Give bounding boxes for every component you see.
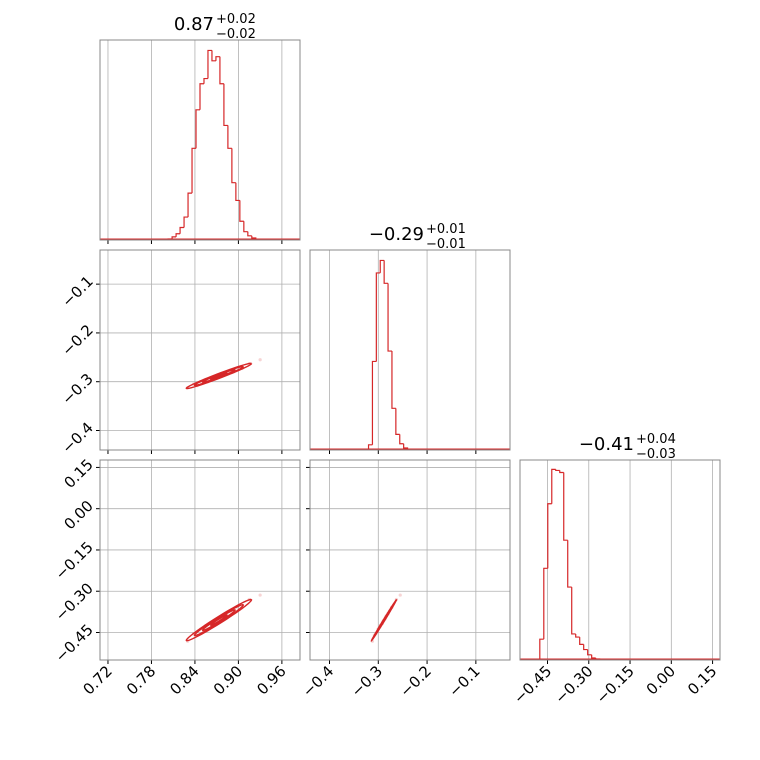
hist-bin: [367, 444, 373, 449]
hist-bin: [571, 587, 576, 635]
hist-bin: [199, 83, 204, 110]
x-tick-label: −0.15: [593, 662, 638, 707]
hist-bin: [251, 235, 257, 239]
x-tick-label: −0.45: [510, 662, 555, 707]
hist-bin: [383, 260, 389, 284]
y-tick-label: −0.1: [58, 272, 96, 310]
sample-point: [258, 358, 262, 362]
panel-frame: [99, 459, 301, 661]
hist-bin: [391, 351, 396, 409]
hist-bin: [547, 503, 552, 569]
hist-bin: [399, 434, 404, 445]
hist-bin: [575, 633, 580, 638]
x-tick-label: 0.78: [123, 662, 159, 698]
contour: [210, 614, 228, 626]
hist-bin: [539, 638, 544, 659]
panel-title-upper: +0.04: [636, 432, 676, 447]
x-tick-label: −0.3: [348, 662, 386, 700]
hist-bin: [239, 200, 244, 222]
contour: [201, 609, 236, 632]
panel-title: −0.41: [579, 434, 634, 455]
y-tick-label: −0.4: [58, 419, 96, 457]
contour: [370, 598, 398, 642]
hist-bin: [219, 56, 224, 85]
panel-title: −0.29: [369, 224, 424, 245]
hist-bin: [567, 540, 572, 588]
panel-frame: [99, 249, 301, 451]
hist-bin: [375, 272, 381, 362]
hist-bin: [207, 49, 212, 79]
hist-bin: [175, 233, 181, 237]
hist-bin: [591, 654, 596, 659]
hist-bin: [211, 50, 216, 62]
panel-title-lower: −0.03: [636, 447, 676, 462]
panel-title-lower: −0.01: [426, 237, 466, 252]
panel-frame: [309, 459, 511, 661]
hist-bin: [187, 192, 193, 218]
y-tick-label: −0.45: [52, 621, 97, 666]
hist-bin: [227, 125, 232, 149]
panel-frame: [99, 39, 301, 241]
hist-bin: [195, 109, 200, 149]
x-tick-label: −0.2: [396, 662, 434, 700]
x-tick-label: −0.1: [445, 662, 483, 700]
x-tick-label: −0.4: [299, 662, 337, 700]
hist-bin: [587, 649, 592, 656]
hist-bin: [563, 472, 568, 541]
hist-bin: [215, 56, 220, 61]
hist-bin: [203, 77, 208, 84]
hist-bin: [395, 408, 400, 435]
x-tick-label: 0.00: [643, 662, 679, 698]
hist-bin: [243, 221, 248, 233]
y-tick-label: 0.00: [60, 497, 96, 533]
y-tick-label: −0.2: [58, 321, 96, 359]
contour: [185, 362, 253, 390]
x-tick-label: 0.90: [210, 662, 246, 698]
y-tick-label: −0.15: [52, 538, 97, 583]
hist-bin: [583, 644, 588, 651]
hist-bin: [231, 148, 236, 184]
panel-title-lower: −0.02: [216, 27, 256, 42]
hist-bin: [555, 469, 560, 472]
sample-point: [398, 593, 402, 597]
panel-frame: [519, 459, 721, 661]
contour: [185, 598, 253, 642]
hist-bin: [403, 443, 409, 449]
hist-bin: [171, 236, 177, 239]
hist-bin: [579, 637, 584, 645]
sample-point: [258, 593, 262, 597]
y-tick-label: −0.30: [52, 579, 97, 624]
panel-title-upper: +0.01: [426, 222, 466, 237]
hist-bin: [551, 468, 556, 504]
x-tick-label: 0.96: [253, 662, 289, 698]
hist-bin: [543, 567, 548, 640]
hist-bin: [595, 657, 601, 660]
hist-bin: [559, 470, 564, 474]
panel-title-upper: +0.02: [216, 12, 256, 27]
panel-frame: [309, 249, 511, 451]
hist-bin: [235, 182, 240, 202]
hist-bin: [371, 360, 377, 445]
x-tick-label: −0.30: [551, 662, 596, 707]
x-tick-label: 0.15: [684, 662, 720, 698]
hist-bin: [183, 216, 189, 228]
x-tick-label: 0.72: [79, 662, 115, 698]
x-tick-label: 0.84: [166, 662, 202, 698]
contour: [193, 603, 245, 637]
hist-bin: [179, 226, 185, 234]
y-tick-label: −0.3: [58, 370, 96, 408]
hist-bin: [379, 259, 385, 273]
y-tick-label: 0.15: [60, 456, 96, 492]
hist-bin: [223, 83, 228, 127]
hist-bin: [247, 231, 252, 237]
panel-title: 0.87: [174, 14, 214, 35]
hist-bin: [387, 283, 392, 352]
hist-bin: [191, 147, 197, 194]
